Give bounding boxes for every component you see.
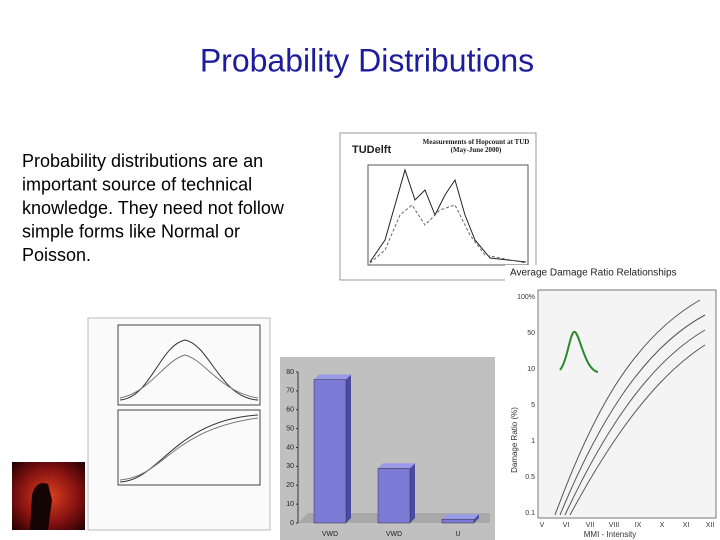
x-label: VII <box>586 522 595 529</box>
x-tick-label: U <box>455 531 460 538</box>
bar <box>377 468 411 524</box>
curve <box>559 314 706 516</box>
y-tick-label: 40 <box>286 444 294 451</box>
bell-curve <box>559 330 599 373</box>
y-label: 1 <box>531 438 535 445</box>
body-line: Poisson. <box>22 245 91 265</box>
body-line: simple forms like Normal or <box>22 221 240 241</box>
curve <box>554 299 701 516</box>
hopcount-figure: TUDelft Measurements of Hopcount at TUD … <box>339 132 537 281</box>
x-label: VIII <box>609 522 620 529</box>
y-tick-label: 70 <box>286 388 294 395</box>
x-axis-label: MMI - Intensity <box>584 530 636 539</box>
body-line: Probability distributions are an <box>22 151 263 171</box>
y-tick-label: 80 <box>286 369 294 376</box>
x-label: IX <box>635 522 642 529</box>
bar-side <box>474 514 479 523</box>
bar <box>441 518 475 524</box>
body-line: knowledge. They need not follow <box>22 198 285 218</box>
body-text: Probability distributions are an importan… <box>22 151 285 265</box>
curve <box>569 344 706 516</box>
nebula-shape <box>30 483 52 530</box>
x-label: V <box>540 522 545 529</box>
y-tick-label: 0 <box>290 520 294 527</box>
density-figure <box>87 317 271 531</box>
curve <box>119 414 259 483</box>
body-line: important source of technical <box>22 174 252 194</box>
curve <box>119 339 259 401</box>
bar-top <box>442 514 479 520</box>
damage-figure: Average Damage Ratio Relationships Damag… <box>505 265 720 540</box>
figure-title: Measurements of Hopcount at TUD (May-Jun… <box>422 138 530 154</box>
bar-top <box>378 463 415 469</box>
y-label: 10 <box>527 366 535 373</box>
y-tick-label: 20 <box>286 482 294 489</box>
plot-frame <box>117 409 261 486</box>
x-tick-label: VWD <box>386 531 402 538</box>
x-label: VI <box>563 522 570 529</box>
curve <box>564 329 706 516</box>
y-axis-label: Damage Ratio (%) <box>510 407 519 473</box>
figure-frame <box>87 317 271 531</box>
x-tick-label: VWD <box>322 531 338 538</box>
bar-side <box>410 463 415 523</box>
plot-frame <box>117 324 261 406</box>
slide-title: Probability Distributions <box>200 42 534 78</box>
y-label: 0.5 <box>525 474 535 481</box>
y-label: 0.1 <box>525 510 535 517</box>
x-label: X <box>660 522 665 529</box>
bar-top <box>314 374 351 380</box>
plot-frame <box>367 164 529 266</box>
y-label: 100% <box>517 294 535 301</box>
figure-frame <box>339 132 537 281</box>
curve <box>119 417 259 481</box>
y-tick-label: 50 <box>286 425 294 432</box>
curve <box>369 204 527 264</box>
figure-title-box: Measurements of Hopcount at TUD (May-Jun… <box>422 138 530 154</box>
figure-title: Average Damage Ratio Relationships <box>510 268 677 279</box>
x-label: XII <box>706 522 715 529</box>
y-tick-label: 10 <box>286 501 294 508</box>
logo: TUDelft <box>352 144 391 156</box>
y-tick-label: 30 <box>286 463 294 470</box>
x-label: XI <box>683 522 690 529</box>
bar-chart: 0 10 20 30 40 50 60 70 80 VWD VWD U <box>280 357 495 540</box>
bar-side <box>346 374 351 523</box>
y-label: 50 <box>527 330 535 337</box>
curve <box>119 354 259 399</box>
bar <box>313 379 347 524</box>
y-tick-label: 60 <box>286 407 294 414</box>
y-label: 5 <box>531 402 535 409</box>
plot-frame <box>537 289 717 519</box>
